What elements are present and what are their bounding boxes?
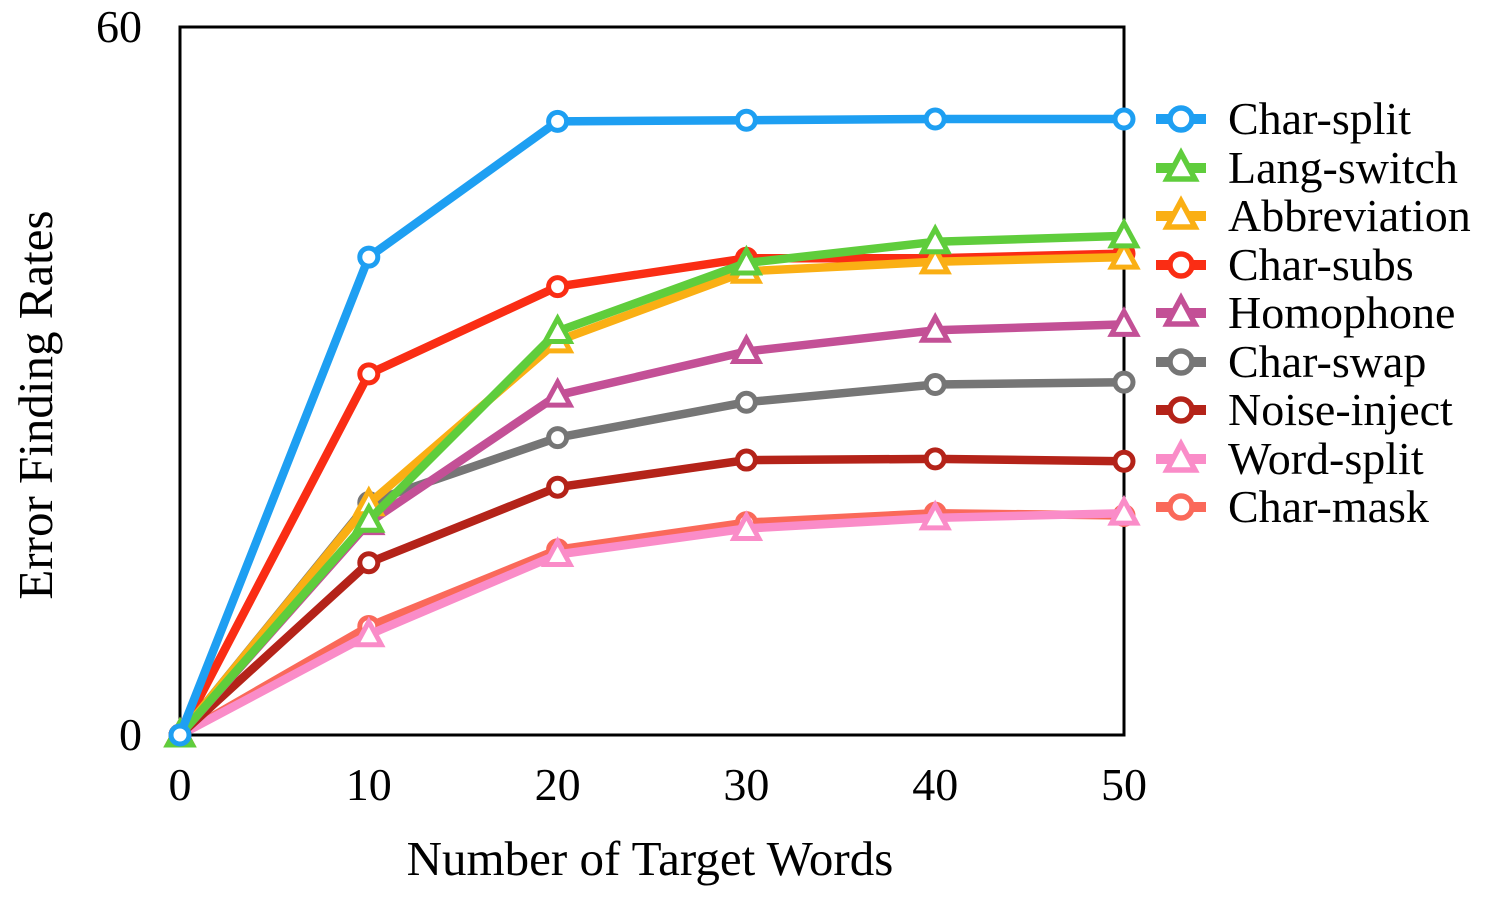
series-line-noise-inject: [177, 454, 1125, 739]
marker-lang-switch-x40: [918, 223, 952, 255]
legend-circle-icon: [1156, 493, 1206, 521]
marker-char-split-x0: [168, 723, 192, 747]
marker-lang-switch-x10: [352, 502, 386, 533]
x-axis-title: Number of Target Words: [406, 831, 894, 886]
marker-abbreviation-x50: [1107, 238, 1141, 270]
marker-char-subs-x20: [546, 275, 570, 299]
legend-marker-shape: [1167, 348, 1195, 376]
legend-marker-shape: [1167, 105, 1195, 133]
marker-char-split-x10: [357, 245, 381, 269]
legend-label: Char-subs: [1228, 238, 1414, 290]
marker-char-split-x30: [734, 108, 758, 132]
legend-marker-shape: [1162, 195, 1200, 230]
marker-char-swap-x40: [923, 373, 947, 397]
marker-noise-inject-x50: [1112, 449, 1136, 473]
series-abbreviation: [163, 238, 1141, 748]
legend-triangle-icon: [1156, 437, 1206, 473]
legend-item-word-split: Word-split: [1146, 432, 1471, 484]
legend-item-char-mask: Char-mask: [1146, 483, 1471, 532]
series-line-word-split: [178, 508, 1125, 739]
x-tick-label-50: 50: [1101, 759, 1147, 810]
series-homophone: [163, 306, 1141, 748]
marker-char-swap-x50: [1112, 370, 1136, 394]
y-tick-label-0: 0: [119, 709, 142, 760]
legend-marker-shape: [1162, 292, 1200, 327]
legend: Char-split Lang-switch Abbreviation Char-su…: [1146, 95, 1471, 532]
legend-marker-shape: [1162, 437, 1200, 473]
marker-lang-switch-x30: [729, 244, 764, 276]
series-char-subs: [168, 242, 1136, 747]
x-tick-label-20: 20: [534, 759, 581, 810]
marker-abbreviation-x40: [918, 243, 952, 275]
x-tick-label-0: 0: [168, 759, 192, 810]
marker-word-split-x20: [540, 536, 575, 567]
marker-word-split-x50: [1107, 494, 1141, 526]
marker-char-swap-x30: [734, 390, 758, 414]
series-noise-inject: [168, 447, 1136, 747]
legend-marker-shape: [1167, 251, 1195, 279]
y-tick-label-60: 60: [96, 1, 142, 52]
marker-char-swap-x20: [546, 426, 570, 450]
legend-circle-icon: [1156, 348, 1206, 376]
legend-label: Char-swap: [1228, 335, 1427, 387]
legend-marker-shape: [1167, 396, 1195, 424]
legend-marker-shape: [1167, 493, 1195, 521]
legend-label: Word-split: [1228, 432, 1424, 484]
marker-noise-inject-x20: [546, 475, 570, 499]
marker-char-split-x20: [546, 109, 570, 133]
y-axis-title: Error Finding Rates: [8, 210, 63, 600]
legend-circle-icon: [1156, 105, 1206, 133]
marker-char-subs-x10: [357, 362, 381, 386]
legend-marker-shape: [1162, 146, 1200, 182]
legend-label: Noise-inject: [1228, 384, 1453, 436]
marker-noise-inject-x30: [734, 448, 758, 472]
marker-char-split-x40: [923, 107, 947, 131]
legend-triangle-icon: [1156, 292, 1206, 327]
legend-triangle-icon: [1156, 146, 1206, 182]
marker-homophone-x50: [1107, 306, 1141, 337]
legend-label: Lang-switch: [1228, 141, 1458, 193]
x-tick-label-40: 40: [912, 759, 959, 810]
marker-word-split-x10: [352, 616, 386, 648]
marker-noise-inject-x10: [357, 551, 381, 575]
x-tick-label-30: 30: [723, 759, 770, 810]
legend-label: Char-split: [1228, 93, 1412, 145]
legend-item-lang-switch: Lang-switch: [1146, 141, 1471, 193]
legend-item-noise-inject: Noise-inject: [1146, 386, 1471, 435]
series-char-swap: [168, 370, 1136, 747]
series-line-lang-switch: [176, 231, 1125, 738]
marker-noise-inject-x40: [923, 447, 947, 471]
series-line-char-mask: [177, 508, 1125, 739]
marker-homophone-x30: [729, 333, 764, 364]
legend-circle-icon: [1156, 251, 1206, 279]
marker-lang-switch-x50: [1107, 217, 1141, 249]
legend-label: Homophone: [1228, 287, 1456, 339]
legend-label: Char-mask: [1228, 481, 1429, 533]
marker-lang-switch-x20: [540, 313, 575, 344]
marker-word-split-x40: [918, 499, 952, 531]
series-line-abbreviation: [176, 252, 1125, 738]
legend-item-char-split: Char-split: [1146, 95, 1471, 144]
legend-item-char-subs: Char-subs: [1146, 238, 1471, 290]
legend-item-abbreviation: Abbreviation: [1146, 192, 1471, 241]
legend-item-homophone: Homophone: [1146, 289, 1471, 338]
marker-char-split-x50: [1112, 107, 1136, 131]
legend-circle-icon: [1156, 396, 1206, 424]
marker-homophone-x20: [540, 376, 575, 408]
legend-item-char-swap: Char-swap: [1146, 335, 1471, 387]
legend-triangle-icon: [1156, 195, 1206, 230]
marker-homophone-x40: [918, 312, 952, 343]
legend-label: Abbreviation: [1228, 190, 1471, 242]
series-line-char-split: [176, 114, 1124, 737]
x-tick-label-10: 10: [345, 759, 392, 810]
marker-word-split-x30: [729, 510, 764, 541]
series-char-split: [168, 107, 1136, 747]
